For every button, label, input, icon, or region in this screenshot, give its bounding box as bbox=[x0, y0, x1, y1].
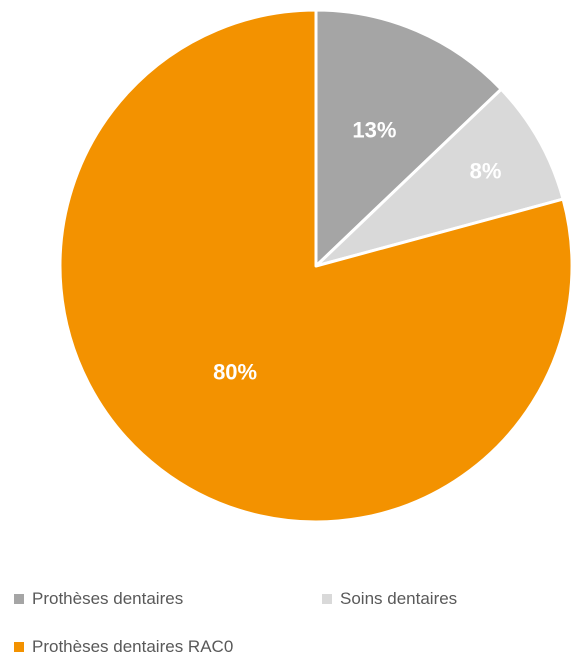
legend-item-protheses-dentaires-rac0: Prothèses dentaires RAC0 bbox=[14, 637, 233, 657]
data-label-2: 80% bbox=[213, 360, 257, 385]
legend-label: Prothèses dentaires RAC0 bbox=[32, 637, 234, 656]
legend-item-soins-dentaires: Soins dentaires bbox=[322, 589, 457, 609]
chart-legend: Prothèses dentaires Soins dentaires Prot… bbox=[0, 575, 571, 657]
pie-slices bbox=[58, 8, 571, 524]
legend-label: Soins dentaires bbox=[340, 589, 458, 608]
pie-plot-area: 13% 8% 80% bbox=[58, 8, 571, 524]
pie-slice-0 bbox=[314, 8, 503, 268]
pie-slice-1 bbox=[314, 87, 565, 268]
legend-swatch bbox=[322, 594, 332, 604]
legend-swatch bbox=[14, 642, 24, 652]
data-label-1: 8% bbox=[470, 158, 502, 183]
pie-slice-2 bbox=[58, 8, 571, 524]
data-label-0: 13% bbox=[352, 117, 396, 142]
legend-label: Prothèses dentaires bbox=[32, 589, 184, 608]
legend-item-protheses-dentaires: Prothèses dentaires bbox=[14, 589, 183, 609]
legend-swatch bbox=[14, 594, 24, 604]
pie-data-labels: 13% 8% 80% bbox=[213, 117, 501, 384]
